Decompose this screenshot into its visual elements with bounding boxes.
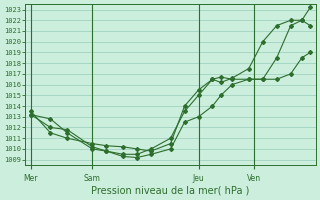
X-axis label: Pression niveau de la mer( hPa ): Pression niveau de la mer( hPa ): [92, 186, 250, 196]
